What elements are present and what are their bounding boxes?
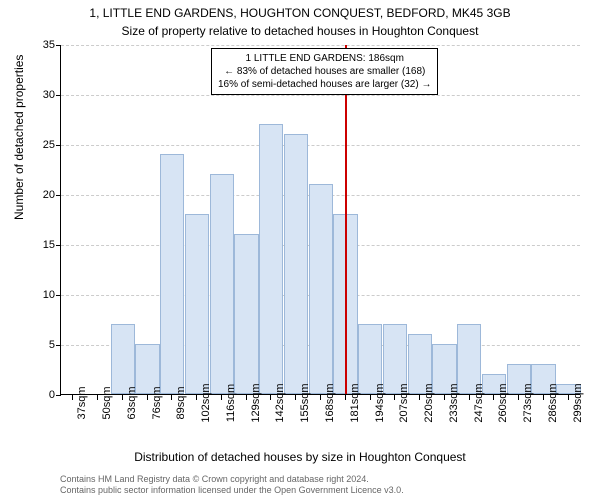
footer-line1: Contains HM Land Registry data © Crown c… xyxy=(60,474,404,485)
xtick-mark xyxy=(518,395,519,400)
xtick-mark xyxy=(196,395,197,400)
ytick-label: 0 xyxy=(25,389,55,401)
xtick-label: 207sqm xyxy=(398,383,410,422)
reference-line xyxy=(345,45,347,394)
xtick-label: 76sqm xyxy=(151,386,163,419)
annotation-box: 1 LITTLE END GARDENS: 186sqm← 83% of det… xyxy=(211,48,438,95)
xtick-label: 37sqm xyxy=(76,386,88,419)
histogram-bar xyxy=(160,154,184,394)
xtick-mark xyxy=(370,395,371,400)
ytick-label: 15 xyxy=(25,239,55,251)
xtick-label: 155sqm xyxy=(299,383,311,422)
xtick-mark xyxy=(72,395,73,400)
xtick-label: 181sqm xyxy=(349,383,361,422)
ytick-mark xyxy=(56,145,61,146)
xtick-mark xyxy=(122,395,123,400)
histogram-bar xyxy=(284,134,308,394)
xtick-mark xyxy=(295,395,296,400)
xtick-label: 220sqm xyxy=(423,383,435,422)
histogram-bar xyxy=(309,184,333,394)
ytick-mark xyxy=(56,395,61,396)
histogram-bar xyxy=(234,234,258,394)
title-subtitle: Size of property relative to detached ho… xyxy=(0,24,600,38)
footer-line2: Contains public sector information licen… xyxy=(60,485,404,496)
xtick-label: 273sqm xyxy=(522,383,534,422)
gridline xyxy=(61,145,580,146)
ytick-label: 25 xyxy=(25,139,55,151)
x-axis-label: Distribution of detached houses by size … xyxy=(0,450,600,464)
xtick-mark xyxy=(246,395,247,400)
xtick-label: 299sqm xyxy=(572,383,584,422)
xtick-label: 233sqm xyxy=(448,383,460,422)
xtick-mark xyxy=(444,395,445,400)
ytick-mark xyxy=(56,245,61,246)
ytick-mark xyxy=(56,95,61,96)
xtick-label: 63sqm xyxy=(126,386,138,419)
histogram-bar xyxy=(111,324,135,394)
title-address: 1, LITTLE END GARDENS, HOUGHTON CONQUEST… xyxy=(0,6,600,20)
xtick-mark xyxy=(97,395,98,400)
xtick-label: 286sqm xyxy=(547,383,559,422)
xtick-label: 50sqm xyxy=(101,386,113,419)
ytick-label: 20 xyxy=(25,189,55,201)
ytick-label: 35 xyxy=(25,39,55,51)
ytick-mark xyxy=(56,345,61,346)
xtick-label: 142sqm xyxy=(274,383,286,422)
ytick-mark xyxy=(56,45,61,46)
xtick-label: 260sqm xyxy=(497,383,509,422)
xtick-mark xyxy=(147,395,148,400)
xtick-label: 247sqm xyxy=(473,383,485,422)
annotation-line: ← 83% of detached houses are smaller (16… xyxy=(218,65,431,78)
gridline xyxy=(61,45,580,46)
xtick-mark xyxy=(320,395,321,400)
ytick-label: 5 xyxy=(25,339,55,351)
plot-region: 1 LITTLE END GARDENS: 186sqm← 83% of det… xyxy=(60,45,580,395)
xtick-mark xyxy=(493,395,494,400)
xtick-mark xyxy=(221,395,222,400)
xtick-mark xyxy=(568,395,569,400)
xtick-mark xyxy=(543,395,544,400)
chart-area: 1 LITTLE END GARDENS: 186sqm← 83% of det… xyxy=(60,45,580,395)
xtick-label: 129sqm xyxy=(250,383,262,422)
ytick-label: 30 xyxy=(25,89,55,101)
histogram-bar xyxy=(259,124,283,394)
xtick-mark xyxy=(171,395,172,400)
xtick-mark xyxy=(270,395,271,400)
xtick-mark xyxy=(419,395,420,400)
annotation-line: 1 LITTLE END GARDENS: 186sqm xyxy=(218,52,431,65)
xtick-mark xyxy=(469,395,470,400)
ytick-label: 10 xyxy=(25,289,55,301)
histogram-bar xyxy=(210,174,234,394)
histogram-bar xyxy=(185,214,209,394)
figure-container: 1, LITTLE END GARDENS, HOUGHTON CONQUEST… xyxy=(0,0,600,500)
xtick-mark xyxy=(394,395,395,400)
y-axis-label: Number of detached properties xyxy=(12,55,26,220)
xtick-mark xyxy=(345,395,346,400)
gridline xyxy=(61,95,580,96)
ytick-mark xyxy=(56,295,61,296)
xtick-label: 89sqm xyxy=(175,386,187,419)
footer-credits: Contains HM Land Registry data © Crown c… xyxy=(60,474,404,496)
xtick-label: 194sqm xyxy=(374,383,386,422)
xtick-label: 168sqm xyxy=(324,383,336,422)
annotation-line: 16% of semi-detached houses are larger (… xyxy=(218,78,431,91)
xtick-label: 116sqm xyxy=(225,384,237,422)
xtick-label: 102sqm xyxy=(200,383,212,422)
ytick-mark xyxy=(56,195,61,196)
